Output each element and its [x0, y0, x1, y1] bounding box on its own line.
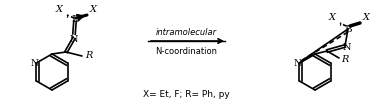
Text: N: N — [70, 34, 78, 43]
Text: X: X — [90, 6, 96, 15]
Text: intramolecular: intramolecular — [156, 28, 217, 37]
Text: N: N — [343, 43, 351, 52]
Text: X: X — [363, 13, 370, 22]
Text: X: X — [56, 6, 62, 15]
Text: B: B — [344, 24, 352, 33]
Text: R: R — [85, 52, 92, 61]
Text: ,: , — [338, 17, 342, 27]
Text: X: X — [328, 13, 336, 22]
Text: R: R — [341, 54, 349, 63]
Text: ,: , — [65, 9, 69, 19]
Text: X= Et, F; R= Ph, py: X= Et, F; R= Ph, py — [143, 90, 230, 99]
Text: N: N — [31, 59, 38, 68]
Text: B: B — [71, 15, 79, 24]
Text: N: N — [293, 59, 301, 68]
Text: N-coordination: N-coordination — [155, 47, 217, 56]
